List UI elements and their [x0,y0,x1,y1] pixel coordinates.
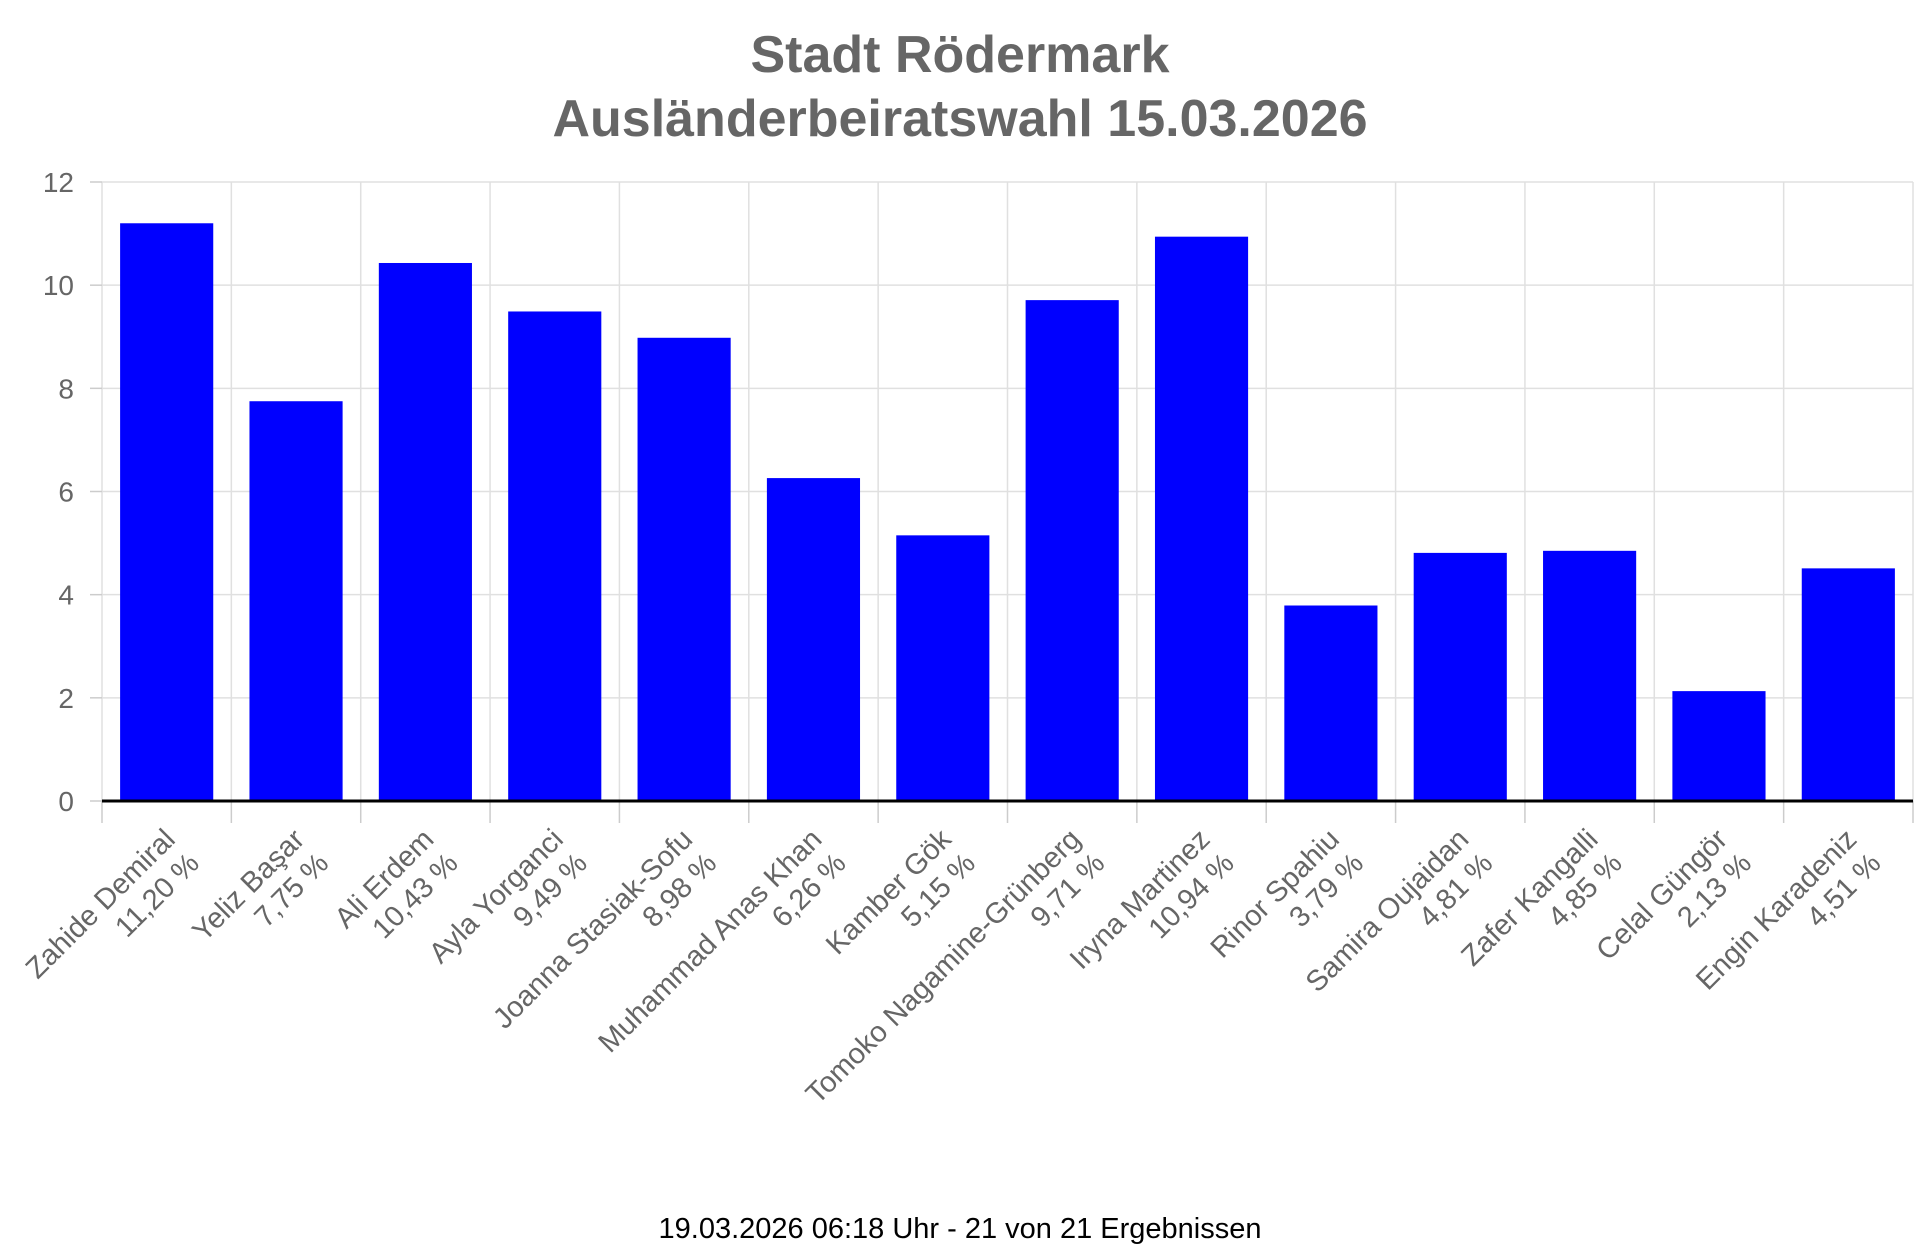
bar [1672,691,1766,801]
bar [120,223,214,801]
bar [1413,552,1507,801]
axes [90,181,1914,823]
y-tick-label: 2 [58,683,74,714]
y-tick-label: 6 [58,477,74,508]
bar [1801,568,1895,801]
y-tick-labels: 0 2 4 6 8 10 12 [43,167,74,817]
y-tick-label: 12 [43,167,74,198]
bar [508,311,602,801]
chart-title-line-2: Ausländerbeiratswahl 15.03.2026 [552,90,1367,148]
bar [1025,300,1119,801]
x-tick-labels: Zahide Demiral11,20 %Yeliz Başar7,75 %Al… [20,823,1887,1110]
bars [120,223,1895,801]
grid-lines [101,181,1914,801]
x-tick-label: Yeliz Başar7,75 % [187,823,336,972]
x-tick-label: Zafer Kangalli4,85 % [1455,823,1628,996]
bar [1543,550,1637,801]
y-tick-label: 10 [43,270,74,301]
bar [378,262,472,801]
chart-title-line-1: Stadt Rödermark [751,26,1170,84]
y-tick-label: 4 [58,580,74,611]
bar [1284,605,1378,801]
y-tick-label: 0 [58,786,74,817]
x-tick-label: Muhammad Anas Khan6,26 % [593,823,853,1083]
y-tick-label: 8 [58,373,74,404]
footer-status: 19.03.2026 06:18 Uhr - 21 von 21 Ergebni… [659,1213,1262,1245]
bar [637,337,731,801]
bar [1154,236,1249,801]
bar [249,401,343,801]
bar [766,478,861,801]
bar [896,535,990,801]
x-tick-label: Zahide Demiral11,20 % [20,823,206,1009]
